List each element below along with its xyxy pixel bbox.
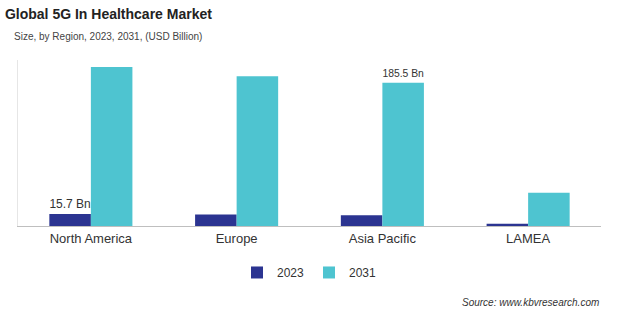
svg-text:2031: 2031 xyxy=(349,266,376,280)
svg-text:15.7 Bn: 15.7 Bn xyxy=(49,197,90,211)
svg-text:Global 5G In Healthcare Market: Global 5G In Healthcare Market xyxy=(5,6,212,22)
svg-text:185.5 Bn: 185.5 Bn xyxy=(382,68,424,79)
svg-text:North America: North America xyxy=(50,231,133,246)
svg-text:Size, by Region, 2023, 2031, (: Size, by Region, 2023, 2031, (USD Billio… xyxy=(14,31,202,42)
svg-text:2023: 2023 xyxy=(277,266,304,280)
svg-text:Europe: Europe xyxy=(216,231,258,246)
svg-text:LAMEA: LAMEA xyxy=(506,231,550,246)
svg-text:Source: www.kbvresearch.com: Source: www.kbvresearch.com xyxy=(462,297,599,308)
svg-text:Asia Pacific: Asia Pacific xyxy=(349,231,417,246)
